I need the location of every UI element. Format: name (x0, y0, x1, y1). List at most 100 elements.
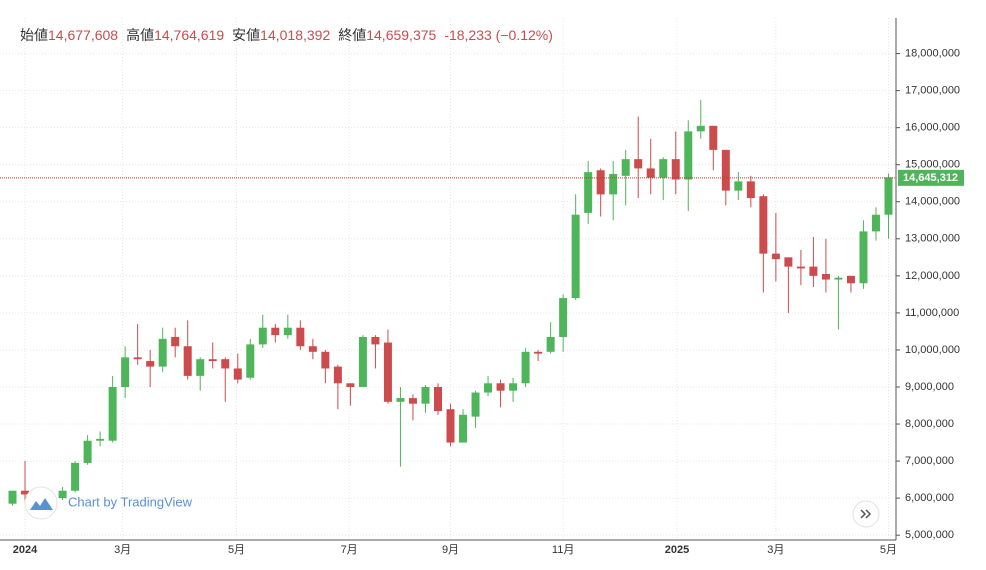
y-tick-label: 15,000,000 (905, 159, 960, 171)
candle-body (121, 357, 130, 387)
y-tick-label: 10,000,000 (905, 344, 960, 356)
candle-body (796, 266, 805, 269)
candle-body (183, 346, 192, 376)
close-value: 14,659,375 (366, 27, 437, 43)
candle-body (521, 351, 530, 384)
candle-body (358, 336, 367, 387)
high-label: 高値 (126, 27, 155, 43)
candle-body (721, 149, 730, 191)
scroll-button[interactable] (852, 500, 880, 528)
candle-body (621, 159, 630, 176)
change: -18,233 (−0.12%) (444, 27, 553, 43)
candle-body (709, 125, 718, 150)
candle-body (446, 409, 455, 443)
candle-body (71, 462, 80, 491)
y-tick-label: 7,000,000 (905, 455, 954, 467)
candle-body (96, 438, 105, 441)
candle-body (771, 253, 780, 260)
candle-body (784, 257, 793, 267)
candle-body (333, 366, 342, 384)
candle-body (571, 214, 580, 299)
open-value: 14,677,608 (48, 27, 119, 43)
candle-body (433, 386, 442, 412)
y-tick-label: 8,000,000 (905, 418, 954, 430)
candle-body (58, 490, 67, 499)
last-price-box (898, 169, 964, 186)
candle-body (408, 398, 417, 404)
candle-body (509, 383, 518, 391)
candle-body (609, 173, 618, 195)
candle-body (346, 383, 355, 387)
candle-body (859, 231, 868, 284)
candle-body (133, 357, 142, 360)
x-tick-label: 11月 (552, 544, 574, 556)
candle-body (283, 327, 292, 336)
x-tick-label: 5月 (228, 544, 245, 556)
x-tick-label: 3月 (767, 544, 784, 556)
candle-body (584, 172, 593, 213)
candle-body (296, 327, 305, 347)
logo (24, 486, 58, 520)
candle-body (108, 386, 117, 441)
watermark: Chart by TradingView (68, 494, 193, 509)
candle-body (871, 214, 880, 232)
candle-body (534, 351, 543, 354)
candle-body (684, 131, 693, 180)
open-label: 始値 (20, 27, 48, 43)
candle-body (834, 277, 843, 280)
candle-body (271, 327, 280, 336)
y-tick-label: 6,000,000 (905, 492, 954, 504)
candle-body (759, 196, 768, 254)
y-tick-label: 9,000,000 (905, 381, 954, 393)
candle-body (596, 170, 605, 195)
candle-body (258, 327, 267, 345)
candle-body (421, 386, 430, 404)
candle-body (21, 490, 30, 495)
candle-body (496, 383, 505, 391)
x-tick-label: 5月 (880, 544, 897, 556)
candle-body (246, 344, 255, 378)
candle-body (83, 440, 92, 463)
y-tick-label: 13,000,000 (905, 233, 960, 245)
high-value: 14,764,619 (154, 27, 225, 43)
y-tick-label: 11,000,000 (905, 307, 959, 319)
candle-body (383, 342, 392, 402)
x-tick-label: 3月 (114, 544, 131, 556)
last-price-label: 14,645,312 (903, 172, 958, 184)
candle-body (196, 359, 205, 376)
candle-body (821, 273, 830, 280)
y-tick-label: 18,000,000 (905, 47, 960, 59)
x-tick-label: 2024 (13, 544, 38, 556)
candle-body (158, 338, 167, 367)
candle-body (208, 359, 217, 362)
candle-body (546, 336, 555, 352)
candle-body (746, 181, 755, 199)
candle-body (171, 336, 180, 347)
x-tick-label: 9月 (442, 544, 459, 556)
candle-body (371, 336, 380, 345)
x-tick-label: 2025 (665, 544, 689, 556)
candle-body (233, 368, 242, 380)
candle-body (321, 351, 330, 369)
candle-body (146, 361, 155, 367)
low-value: 14,018,392 (260, 27, 331, 43)
candle-body (884, 177, 893, 215)
candle-body (671, 159, 680, 180)
candle-body (696, 125, 705, 132)
candle-body (559, 298, 568, 337)
close-label: 終値 (338, 27, 367, 43)
candle-body (396, 398, 405, 402)
candle-body (734, 181, 743, 191)
y-tick-label: 14,000,000 (905, 196, 960, 208)
candle-body (459, 414, 468, 443)
candle-body (809, 266, 818, 276)
candle-body (659, 159, 668, 178)
candle-body (846, 275, 855, 284)
candle-body (471, 392, 480, 417)
y-tick-label: 12,000,000 (905, 270, 960, 282)
candle-body (634, 159, 643, 169)
candle-body (308, 346, 317, 352)
candle-body (221, 359, 230, 369)
